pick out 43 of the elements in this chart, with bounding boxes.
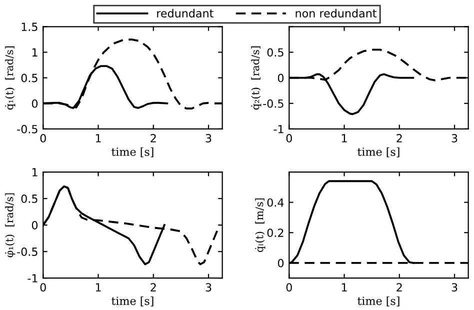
legend-label: non redundant: [296, 8, 376, 18]
y-axis-title: φ̇₁(t) [rad/s]: [5, 193, 16, 258]
x-axis-title: time [s]: [112, 147, 154, 158]
y-tick-label: -1: [28, 274, 38, 282]
x-tick-label: 2: [396, 134, 402, 142]
y-tick-label: -1: [274, 125, 284, 134]
y-tick-label: -0.5: [17, 124, 38, 134]
y-tick-label: 1: [32, 168, 38, 176]
x-tick-label: 3: [206, 134, 212, 142]
x-axis-title: time [s]: [358, 296, 400, 306]
x-tick-label: 1: [342, 283, 347, 292]
x-tick-label: 2: [150, 283, 156, 292]
x-tick-label: 3: [452, 283, 458, 292]
y-axis-title: q̇₂(t) [rad/s]: [251, 46, 262, 110]
x-tick-label: 2: [396, 283, 402, 292]
x-tick-label: 0: [286, 283, 292, 292]
y-tick-label: 0.4: [267, 198, 284, 207]
y-tick-label: 0.2: [267, 228, 284, 238]
y-tick-label: 0.5: [21, 74, 38, 82]
x-tick-label: 0: [286, 134, 292, 142]
x-tick-label: 0: [40, 283, 46, 292]
y-tick-label: -0.5: [263, 99, 284, 108]
y-tick-label: 0: [278, 258, 284, 268]
y-tick-label: 0.5: [267, 48, 284, 57]
x-tick-label: 1: [96, 283, 101, 292]
y-tick-label: 1.5: [22, 22, 38, 32]
x-axis-title: time [s]: [112, 296, 154, 306]
x-tick-label: 3: [452, 134, 458, 142]
x-axis-title: time [s]: [358, 147, 400, 158]
y-axis-title: q̇ₗ(t) [m/s]: [255, 198, 266, 252]
y-tick-label: 0: [32, 221, 38, 230]
x-tick-label: 1: [96, 134, 101, 142]
y-tick-label: 0: [32, 99, 38, 108]
y-tick-label: 0: [278, 74, 284, 82]
y-tick-label: -0.5: [17, 248, 38, 256]
legend-label: redundant: [157, 8, 214, 18]
x-tick-label: 2: [150, 134, 156, 142]
y-tick-label: 0.5: [21, 194, 38, 203]
y-axis-title: q̇₁(t) [rad/s]: [5, 46, 16, 110]
x-tick-label: 3: [206, 283, 212, 292]
y-tick-label: 1: [32, 48, 38, 56]
x-tick-label: 1: [342, 134, 347, 142]
x-tick-label: 0: [40, 134, 46, 142]
